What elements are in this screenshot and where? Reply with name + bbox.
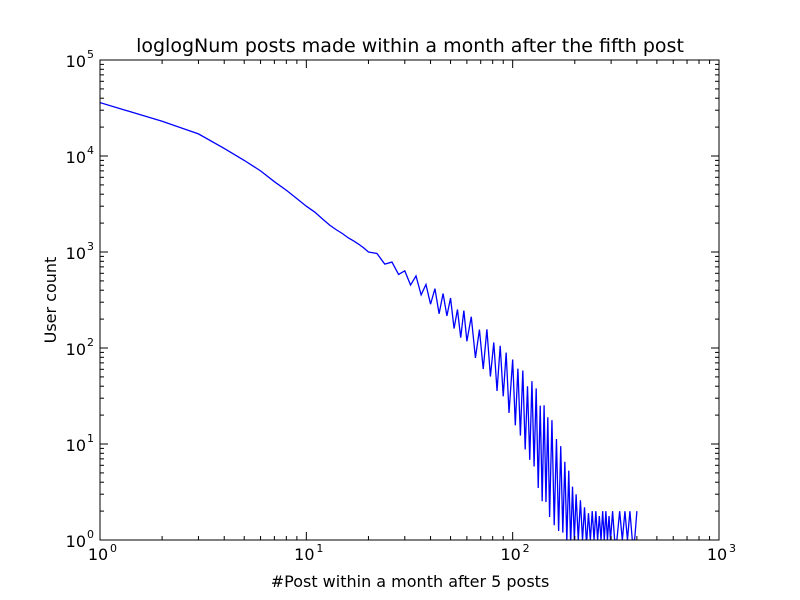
- series-line-0: [100, 101, 638, 540]
- chart-title: loglogNum posts made within a month afte…: [136, 35, 684, 57]
- y-axis-label: User count: [41, 257, 60, 344]
- x-tick-exponent: 2: [523, 542, 530, 555]
- y-tick-label: 10: [66, 340, 86, 359]
- y-tick-label: 10: [66, 148, 86, 167]
- plot-frame: [99, 59, 720, 541]
- x-tick-exponent: 1: [316, 542, 323, 555]
- y-tick-exponent: 0: [87, 528, 94, 541]
- y-tick-exponent: 5: [87, 48, 94, 61]
- y-tick-exponent: 3: [87, 240, 94, 253]
- x-tick-label: 10: [294, 545, 314, 564]
- y-tick-label: 10: [66, 532, 86, 551]
- x-tick-label: 10: [707, 545, 727, 564]
- y-tick-label: 10: [66, 436, 86, 455]
- y-tick-exponent: 4: [87, 144, 94, 157]
- plot-area: 10 0 10 1 10 2 10 310 010 110 210 310 410 5: [66, 48, 736, 564]
- y-tick-label: 10: [66, 52, 86, 71]
- y-tick-exponent: 2: [87, 336, 94, 349]
- x-tick-exponent: 3: [729, 542, 736, 555]
- x-tick-label: 10: [88, 545, 108, 564]
- x-tick-label: 10: [500, 545, 520, 564]
- x-tick-exponent: 0: [110, 542, 117, 555]
- y-tick-exponent: 1: [87, 432, 94, 445]
- y-tick-label: 10: [66, 244, 86, 263]
- x-axis-label: #Post within a month after 5 posts: [271, 572, 550, 591]
